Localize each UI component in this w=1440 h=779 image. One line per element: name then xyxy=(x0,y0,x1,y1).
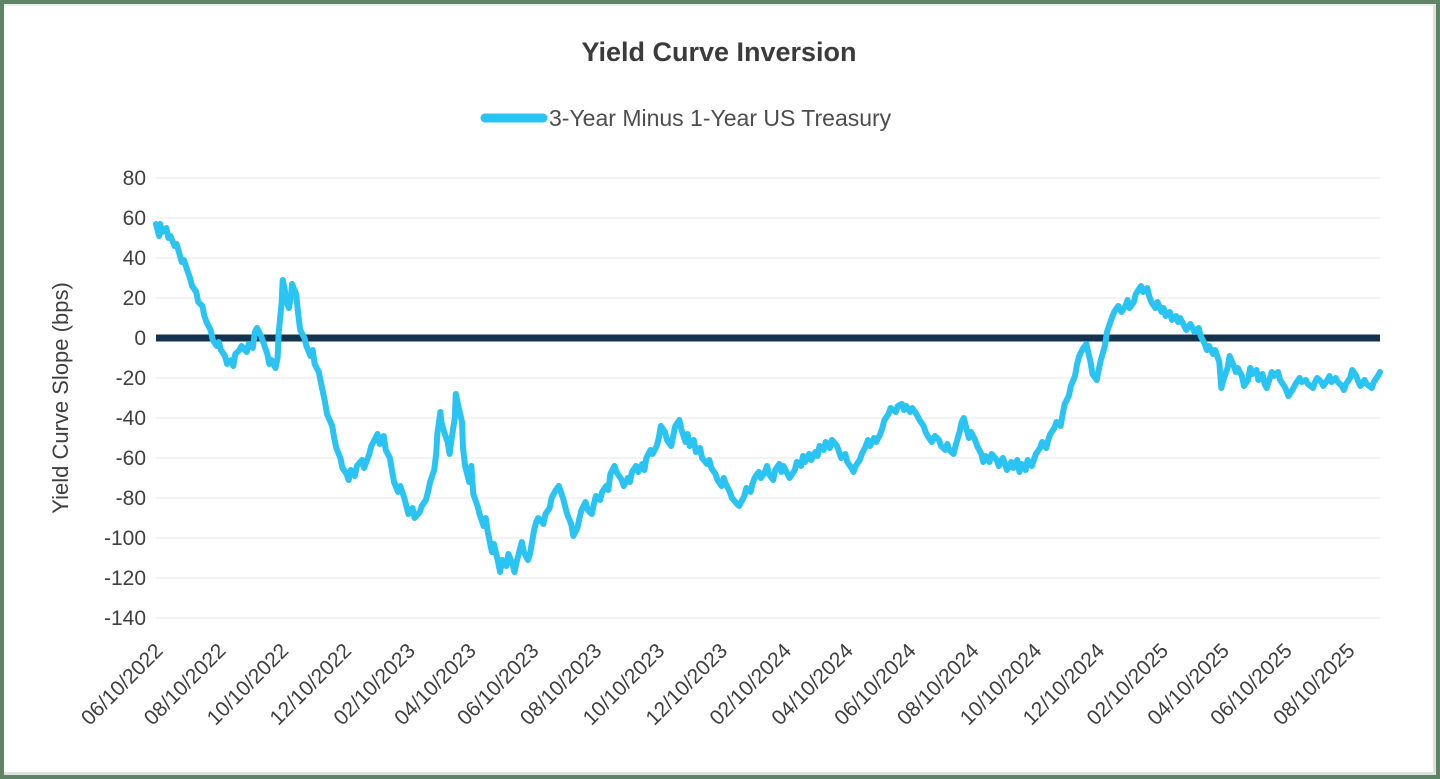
y-tick-label: 60 xyxy=(123,207,146,230)
y-tick-label: 0 xyxy=(134,327,146,350)
y-tick-label: 80 xyxy=(123,167,146,190)
legend-label: 3-Year Minus 1-Year US Treasury xyxy=(549,105,892,131)
y-tick-label: -120 xyxy=(104,567,146,590)
y-tick-label: -20 xyxy=(116,367,146,390)
y-tick-labels: 80 60 40 20 0 -20 -40 -60 -80 -100 -120 -140 xyxy=(104,167,146,630)
y-tick-label: 20 xyxy=(123,287,146,310)
y-tick-label: -40 xyxy=(116,407,146,430)
legend: 3-Year Minus 1-Year US Treasury xyxy=(480,105,892,131)
x-tick-labels: 06/10/202208/10/202210/10/202212/10/2022… xyxy=(77,639,1360,730)
treasury-spread-line xyxy=(153,221,1383,575)
chart-canvas: Yield Curve Inversion 3-Year Minus 1-Yea… xyxy=(48,37,1383,730)
chart-title: Yield Curve Inversion xyxy=(581,37,856,67)
y-tick-label: -60 xyxy=(116,447,146,470)
gridlines xyxy=(156,177,1380,619)
y-tick-label: -100 xyxy=(104,527,146,550)
y-tick-label: -80 xyxy=(116,487,146,510)
y-axis-title: Yield Curve Slope (bps) xyxy=(48,282,73,514)
y-tick-label: -140 xyxy=(104,607,146,630)
y-tick-label: 40 xyxy=(123,247,146,270)
chart-inner-frame: Yield Curve Inversion 3-Year Minus 1-Yea… xyxy=(4,4,1436,775)
